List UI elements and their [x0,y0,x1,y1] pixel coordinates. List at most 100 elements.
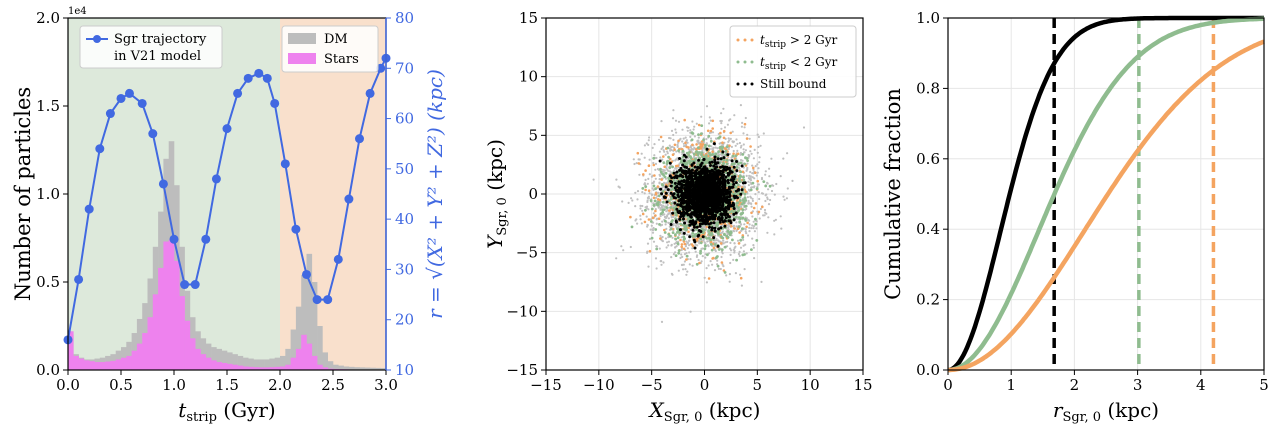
strip-gt2-point [659,135,663,139]
dm-point [694,243,697,246]
dm-point [659,156,662,159]
stars-bar-47 [317,364,323,370]
dm-point [659,215,662,218]
strip-lt2-point [739,170,743,174]
strip-gt2-point [712,246,716,250]
dm-point [661,158,664,161]
strip-gt2-point [687,230,690,234]
trajectory-point-9 [158,179,168,189]
stars-bar-46 [311,355,318,370]
dm-point [739,153,742,156]
dm-point [644,206,647,209]
strip-lt2-point [755,187,759,191]
strip-lt2-point [708,151,711,155]
still-bound-point [660,192,664,196]
strip-lt2-point [751,181,755,185]
strip-gt2-point [658,198,662,202]
dm-point [704,242,707,245]
dm-point [723,126,727,129]
dm-point [730,249,733,252]
dm-point [641,191,644,194]
strip-lt2-point [717,248,721,251]
panel1-ylabel: Number of particles [11,87,35,301]
dm-point [744,228,747,231]
dm-point [650,193,653,196]
strip-lt2-point [706,253,709,257]
strip-gt2-point [719,242,723,245]
strip-lt2-point [666,146,670,150]
stars-bar-1 [73,355,79,370]
strip-lt2-point [681,223,685,227]
dm-bar-53 [348,366,355,370]
dm-point [782,195,785,198]
dm-point [733,242,736,245]
dm-point [764,173,767,176]
strip-gt2-point [629,215,632,219]
dm-point [674,119,678,122]
dm-point [719,267,722,271]
dm-point [662,261,665,264]
strip-lt2-point [733,173,737,176]
strip-gt2-point [642,173,645,176]
dm-point [661,220,664,223]
dm-point [645,142,648,145]
strip-lt2-point [739,180,742,184]
dm-point [646,242,650,245]
dm-point [648,158,651,161]
dm-bar-54 [354,367,360,370]
dm-point [651,187,654,190]
dm-point [716,147,719,150]
stars-bar-29 [221,362,228,370]
strip-lt2-point [658,223,661,226]
stars-bar-3 [83,360,90,370]
dm-point [654,208,657,211]
dm-point [679,256,682,259]
dm-point [779,215,782,218]
dm-point [755,227,758,230]
dm-point [640,222,643,225]
dm-point [677,120,681,123]
dm-point [670,256,673,259]
dm-bar-39 [274,357,281,370]
stars-bar-32 [237,365,244,370]
stars-bar-41 [285,364,291,370]
dm-point [711,263,714,266]
trajectory-point-16 [233,88,243,98]
dm-point [659,208,662,211]
strip-gt2-point [741,234,745,237]
dm-point [654,168,657,171]
dm-point [731,130,734,133]
dm-point [739,158,743,162]
dm-point [663,150,666,153]
dm-point [720,127,723,130]
dm-point [728,273,732,276]
strip-lt2-point [701,155,705,159]
dm-point [756,171,759,174]
strip-gt2-point [652,163,656,167]
trajectory-legend-label-2: in V21 model [114,49,201,64]
strip-gt2-point [654,209,657,213]
trajectory-legend-box [79,25,223,69]
dm-point [766,196,769,199]
dm-point [763,208,767,212]
strip-gt2-point [664,183,668,187]
dm-point [722,265,725,268]
dm-bar-27 [211,347,217,370]
dm-point [694,250,697,253]
dm-point [715,137,718,140]
strip-gt2-point [745,137,749,140]
trajectory-point-6 [124,88,134,98]
dm-bar-30 [227,352,233,370]
dm-point [641,204,644,208]
strip-lt2-point [710,248,714,252]
dm-point [685,273,688,276]
dm-bar-51 [338,365,344,370]
strip-lt2-point [695,150,698,154]
strip-lt2-point [699,249,702,253]
dm-point [664,223,667,226]
dm-point [681,255,684,258]
dm-point [729,137,732,140]
xlabel-main: t [178,398,187,422]
dm-point [758,217,761,220]
dm-bar-57 [370,367,376,370]
